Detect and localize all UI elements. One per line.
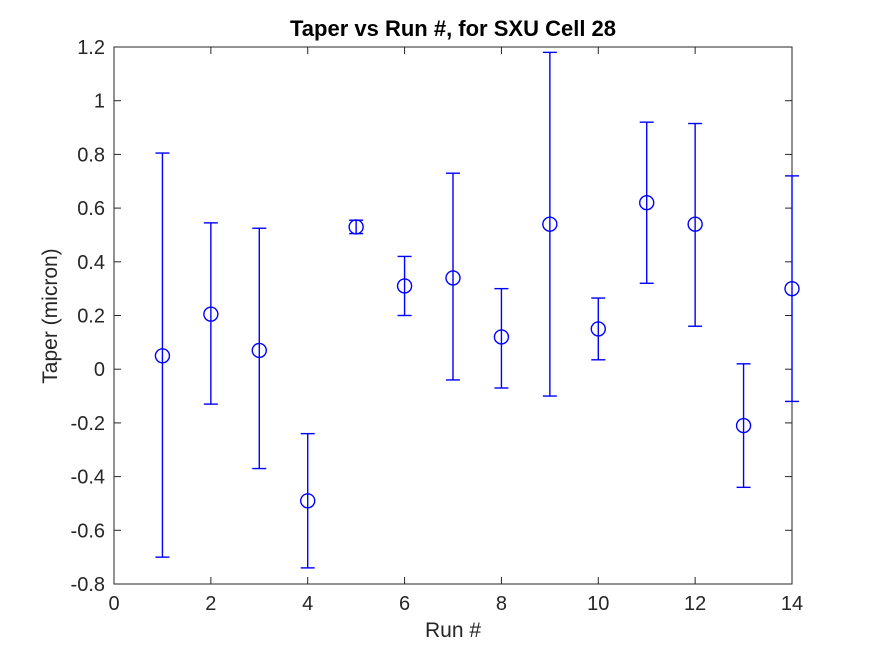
x-tick-label: 0 (108, 593, 119, 615)
data-marker-circle (735, 417, 752, 434)
data-marker-circle (542, 216, 558, 232)
data-marker-circle (590, 321, 606, 337)
data-point (784, 175, 800, 403)
y-tick-label: -0.8 (71, 574, 105, 596)
x-tick-label: 4 (302, 593, 313, 615)
y-tick-label: 0.6 (77, 198, 105, 220)
y-tick-label: -0.4 (71, 467, 105, 489)
y-tick-label: -0.6 (71, 520, 105, 542)
y-tick-label: -0.2 (71, 413, 105, 435)
x-tick-label: 12 (684, 593, 706, 615)
data-point (687, 122, 703, 327)
data-point (735, 363, 752, 489)
data-marker-circle (154, 348, 171, 364)
y-tick-label: 0.2 (77, 306, 105, 328)
y-tick-label: 0.4 (77, 252, 105, 274)
data-point (590, 297, 606, 361)
y-tick-label: 0.8 (77, 144, 105, 166)
chart-title: Taper vs Run #, for SXU Cell 28 (289, 16, 617, 41)
x-tick-label: 2 (205, 593, 216, 615)
data-marker-circle (687, 216, 703, 232)
data-point (445, 172, 461, 381)
data-marker-circle (445, 270, 461, 286)
x-axis-label: Run # (424, 619, 482, 642)
x-tick-label: 14 (781, 593, 803, 615)
y-tick-label: 1.2 (77, 37, 105, 59)
series-taper (154, 51, 800, 569)
data-marker-circle (639, 195, 655, 211)
data-marker-circle (493, 329, 510, 345)
data-point (396, 255, 413, 317)
x-tick-label: 8 (496, 593, 507, 615)
x-tick-label: 10 (587, 593, 609, 615)
data-point (639, 121, 655, 284)
data-point (203, 222, 219, 405)
data-point (300, 432, 316, 569)
y-tick-label: 0 (94, 359, 105, 381)
data-marker-circle (396, 278, 413, 294)
data-point (251, 227, 267, 470)
data-point (154, 152, 171, 558)
data-marker-circle (203, 306, 219, 322)
data-marker-circle (300, 493, 316, 509)
data-point (348, 219, 364, 235)
data-marker-circle (251, 342, 267, 359)
data-point (542, 51, 558, 397)
data-point (493, 287, 510, 389)
x-tick-label: 6 (399, 593, 410, 615)
data-marker-circle (348, 219, 364, 235)
y-tick-label: 1 (94, 91, 105, 113)
data-marker-circle (784, 280, 800, 297)
